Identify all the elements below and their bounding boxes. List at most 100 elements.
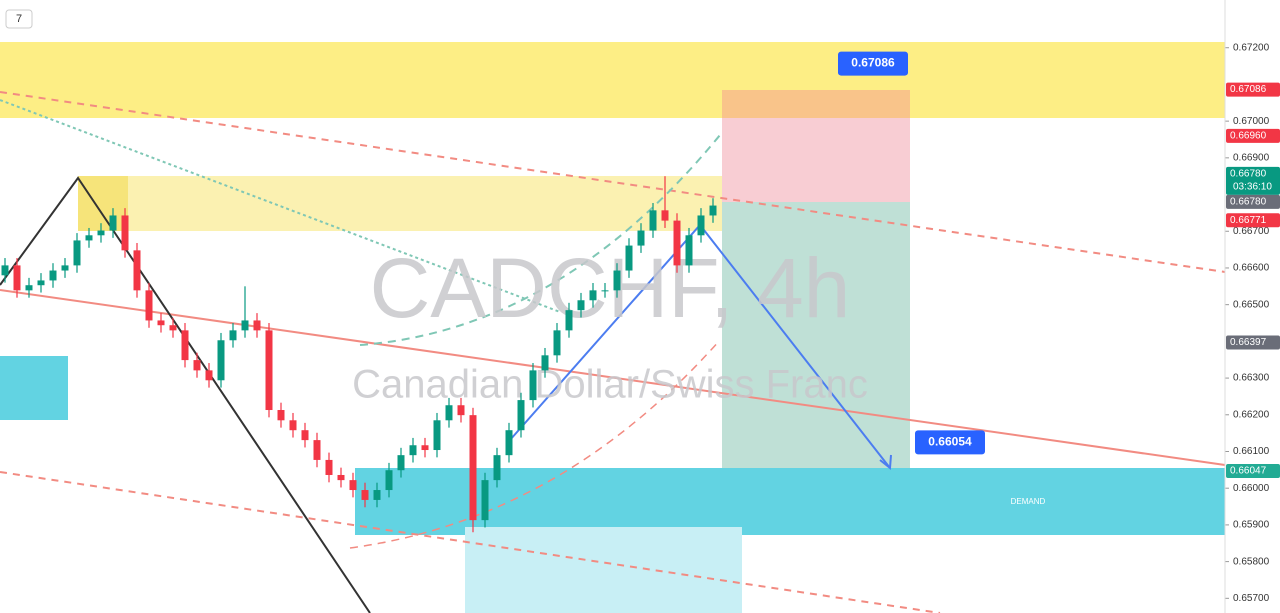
candle-body — [37, 280, 45, 286]
candle-body — [637, 230, 645, 246]
demand-extension — [465, 527, 742, 613]
candle-body — [553, 330, 561, 356]
resistance-zone — [78, 176, 742, 231]
price-label: 0.66780 — [1230, 169, 1267, 180]
candle-body — [325, 459, 333, 475]
y-tick-label: 0.66300 — [1233, 373, 1270, 384]
price-label: 0.66397 — [1230, 337, 1267, 348]
price-label: 0.66047 — [1230, 466, 1267, 477]
stop-zone-top — [722, 90, 910, 118]
price-label-box — [1226, 335, 1280, 350]
candle-body — [313, 440, 321, 460]
candle-body — [385, 470, 393, 491]
trend-line — [0, 471, 941, 613]
price-axis — [1225, 0, 1280, 613]
candle-body — [289, 420, 297, 431]
candle-body — [529, 370, 537, 401]
candle-body — [169, 325, 177, 331]
callout-label: 0.67086 — [851, 56, 895, 70]
candle-body — [517, 400, 525, 431]
y-tick-label: 0.65700 — [1233, 593, 1270, 604]
curve — [359, 134, 721, 346]
candle-body — [241, 320, 249, 331]
candle-body — [133, 250, 141, 291]
trend-line — [0, 289, 1226, 466]
candle-body — [505, 430, 513, 456]
y-tick-label: 0.67000 — [1233, 116, 1270, 127]
candle-body — [709, 205, 717, 216]
y-tick-label: 0.66000 — [1233, 483, 1270, 494]
candle-body — [649, 210, 657, 231]
candle-body — [481, 480, 489, 521]
candle-body — [193, 360, 201, 371]
candle-body — [145, 290, 153, 321]
trend-line — [0, 99, 561, 313]
candle-body — [457, 405, 465, 416]
price-label-box — [1226, 213, 1280, 228]
candle-body — [97, 230, 105, 236]
candle-body — [613, 270, 621, 291]
candle-body — [661, 210, 669, 221]
candle-body — [109, 215, 117, 231]
interval-badge[interactable] — [5, 9, 33, 29]
candle-body — [181, 330, 189, 361]
y-tick-label: 0.66600 — [1233, 263, 1270, 274]
trend-line — [0, 91, 1226, 273]
candle-body — [217, 340, 225, 381]
y-tick-label: 0.66200 — [1233, 409, 1270, 420]
candle-body — [589, 290, 597, 301]
y-tick-label: 0.66100 — [1233, 446, 1270, 457]
candle-body — [229, 330, 237, 341]
candle-body — [205, 370, 213, 381]
countdown: 03:36:10 — [1233, 182, 1272, 193]
price-label-box — [1226, 463, 1280, 478]
watermark-subtitle: Canadian Dollar/Swiss Franc — [352, 363, 868, 407]
callout-label: 0.66054 — [928, 435, 972, 449]
candle-body — [469, 415, 477, 521]
candle-body — [421, 445, 429, 451]
candle-body — [73, 240, 81, 266]
candle-body — [673, 220, 681, 266]
curve — [349, 339, 721, 549]
candle-body — [493, 455, 501, 481]
price-label-box — [1226, 82, 1280, 97]
candle-body — [697, 215, 705, 236]
candle-body — [577, 300, 585, 311]
y-tick-label: 0.66500 — [1233, 299, 1270, 310]
candle-body — [349, 480, 357, 491]
candle-body — [277, 410, 285, 421]
callout-box — [838, 51, 908, 76]
zone-label: DEMAND — [1011, 497, 1046, 506]
y-tick-label: 0.65900 — [1233, 520, 1270, 531]
y-tick-label: 0.65800 — [1233, 556, 1270, 567]
candle-body — [445, 405, 453, 421]
price-label-box — [1226, 194, 1280, 209]
candle-body — [409, 445, 417, 456]
interval-text: 7 — [16, 13, 22, 25]
candle-body — [361, 490, 369, 500]
candle-body — [685, 235, 693, 266]
candle-body — [601, 290, 609, 292]
left-zone — [0, 356, 68, 420]
price-label: 0.67086 — [1230, 84, 1267, 95]
wave-line — [0, 176, 371, 613]
candle-body — [1, 265, 9, 276]
candle-body — [85, 235, 93, 241]
candle-body — [301, 430, 309, 441]
price-label-box — [1226, 166, 1280, 195]
price-label-box — [1226, 128, 1280, 143]
supply-zone — [0, 42, 1225, 118]
resistance-zone-core — [78, 176, 128, 231]
candle-body — [625, 245, 633, 271]
arrow-head — [879, 454, 892, 470]
candle-body — [49, 270, 57, 281]
watermark: CADCHF, 4h — [370, 241, 851, 335]
candle-body — [541, 355, 549, 371]
candle-body — [61, 265, 69, 271]
candle-body — [13, 265, 21, 291]
candle-body — [265, 330, 273, 411]
callout-box — [915, 430, 985, 455]
price-label: 0.66771 — [1230, 215, 1267, 226]
candle-body — [373, 490, 381, 500]
